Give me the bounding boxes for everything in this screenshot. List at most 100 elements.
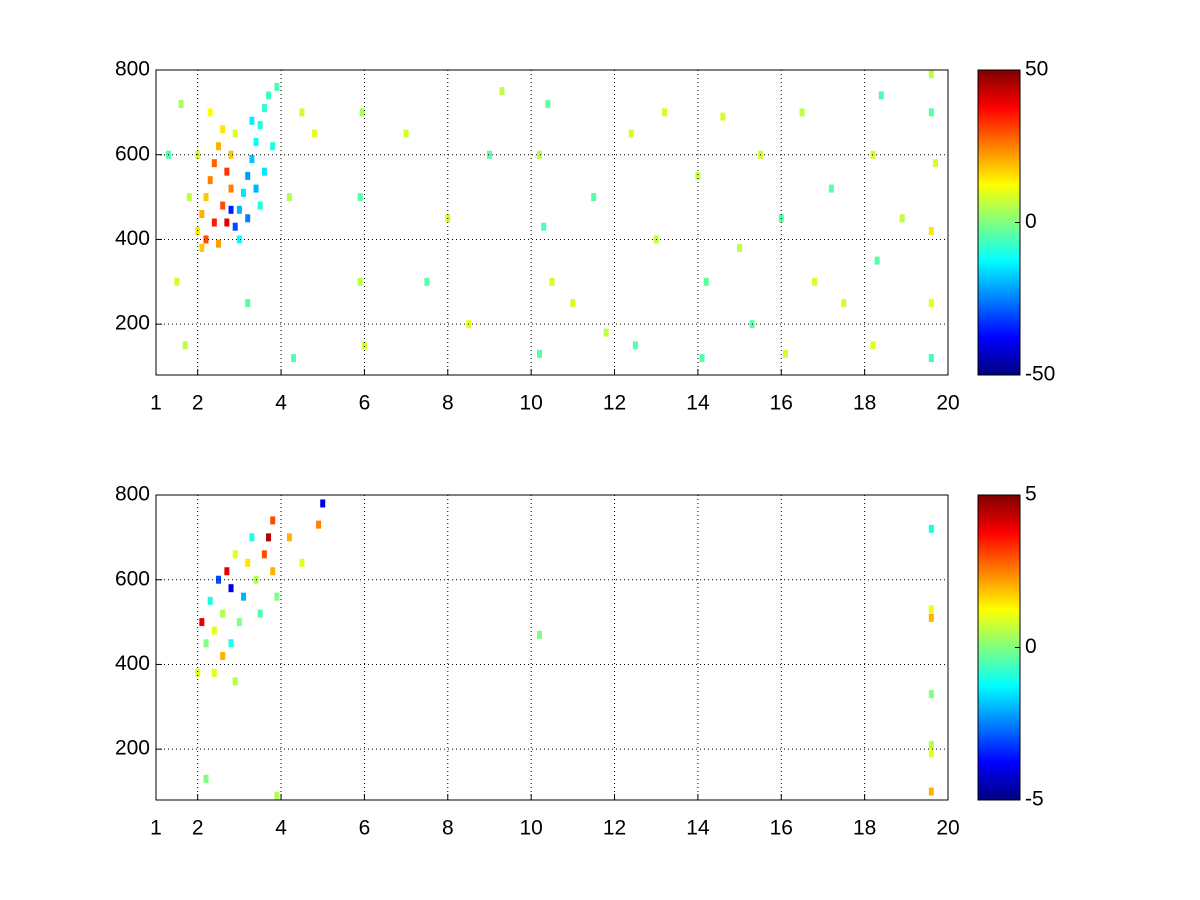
heat-cell [311,129,317,138]
heat-cell [536,150,542,159]
heat-cell [274,791,280,800]
heat-cell [228,639,234,648]
heat-cell [699,354,705,363]
heat-cell [695,171,701,180]
heat-cell [232,129,238,138]
heat-cell [203,235,209,244]
x-tick-label: 6 [359,392,371,415]
heat-cell [224,218,230,227]
x-tick-label: 12 [603,392,626,415]
heat-cell [220,609,226,618]
x-tick-label: 1 [150,817,162,840]
x-tick-label: 2 [192,392,204,415]
x-tick-label: 6 [359,817,371,840]
heat-cell [203,639,209,648]
x-tick-label: 10 [519,392,542,415]
x-tick-label: 20 [936,392,959,415]
y-tick-label: 400 [115,227,150,250]
heat-cell [361,341,367,350]
heat-cell [549,277,555,286]
heat-cell [828,184,834,193]
x-tick-label: 1 [150,392,162,415]
heat-cell [928,70,934,79]
heat-cell [316,520,322,529]
heat-cell [207,108,213,117]
y-tick-label: 200 [115,737,150,760]
colorbar [977,494,1021,801]
colorbar-tick-label: -5 [1025,788,1044,811]
y-tick-label: 800 [115,58,150,81]
heat-cell [186,193,192,202]
heat-cell [207,596,213,605]
heat-cell [236,618,242,627]
heat-cell [261,167,267,176]
colorbar [977,69,1021,376]
colorbar-tick-label: 5 [1025,483,1037,506]
heat-cell [570,298,576,307]
heat-cell [299,558,305,567]
x-tick-label: 2 [192,817,204,840]
heat-cell [178,99,184,108]
heat-cell [841,298,847,307]
heat-cell [216,142,222,151]
x-tick-label: 4 [275,817,287,840]
heat-cell [928,740,934,749]
plot-area [166,70,938,363]
heat-cell [174,277,180,286]
heat-cell [286,533,292,542]
heat-cell [274,592,280,601]
heat-cell [207,176,213,185]
x-tick-label: 20 [936,817,959,840]
heat-cell [195,668,201,677]
heat-cell [199,210,205,219]
heat-cell [632,341,638,350]
heat-cell [266,533,272,542]
heat-cell [216,239,222,248]
heat-cell [799,108,805,117]
heat-cell [236,235,242,244]
heat-cell [899,214,905,223]
heat-cell [299,108,305,117]
heat-cell [486,150,492,159]
heat-cell [928,524,934,533]
x-tick-label: 10 [519,817,542,840]
heat-cell [878,91,884,100]
heat-cell [928,749,934,758]
x-tick-label: 8 [442,817,454,840]
heat-cell [232,550,238,559]
heat-cell [286,193,292,202]
heat-cell [737,243,743,252]
heat-cell [320,499,326,508]
colorbar-tick-label: 50 [1025,58,1048,81]
heat-cell [253,184,259,193]
heat-cell [199,618,205,627]
heat-cell [261,104,267,113]
heat-cell [257,609,263,618]
heat-cell [211,218,217,227]
heat-cell [261,550,267,559]
heat-cell [424,277,430,286]
heat-cell [536,630,542,639]
heat-cell [720,112,726,121]
axes-box [155,494,949,801]
heat-cell [928,226,934,235]
heat-cell [211,159,217,168]
heat-cell [357,277,363,286]
heat-cell [220,201,226,210]
heat-cell [545,99,551,108]
x-tick-label: 14 [686,392,710,415]
heat-cell [591,193,597,202]
heat-cell [359,108,365,117]
heat-cell [541,222,547,231]
heat-cell [228,205,234,214]
heat-cell [928,108,934,117]
heat-cell [928,787,934,796]
y-tick-label: 600 [115,567,150,590]
y-tick-label: 200 [115,312,150,335]
heat-cell [270,567,276,576]
heat-cell [211,668,217,677]
heat-cell [274,82,280,91]
heat-cell [253,138,259,147]
heat-cell [228,184,234,193]
heat-cell [228,150,234,159]
